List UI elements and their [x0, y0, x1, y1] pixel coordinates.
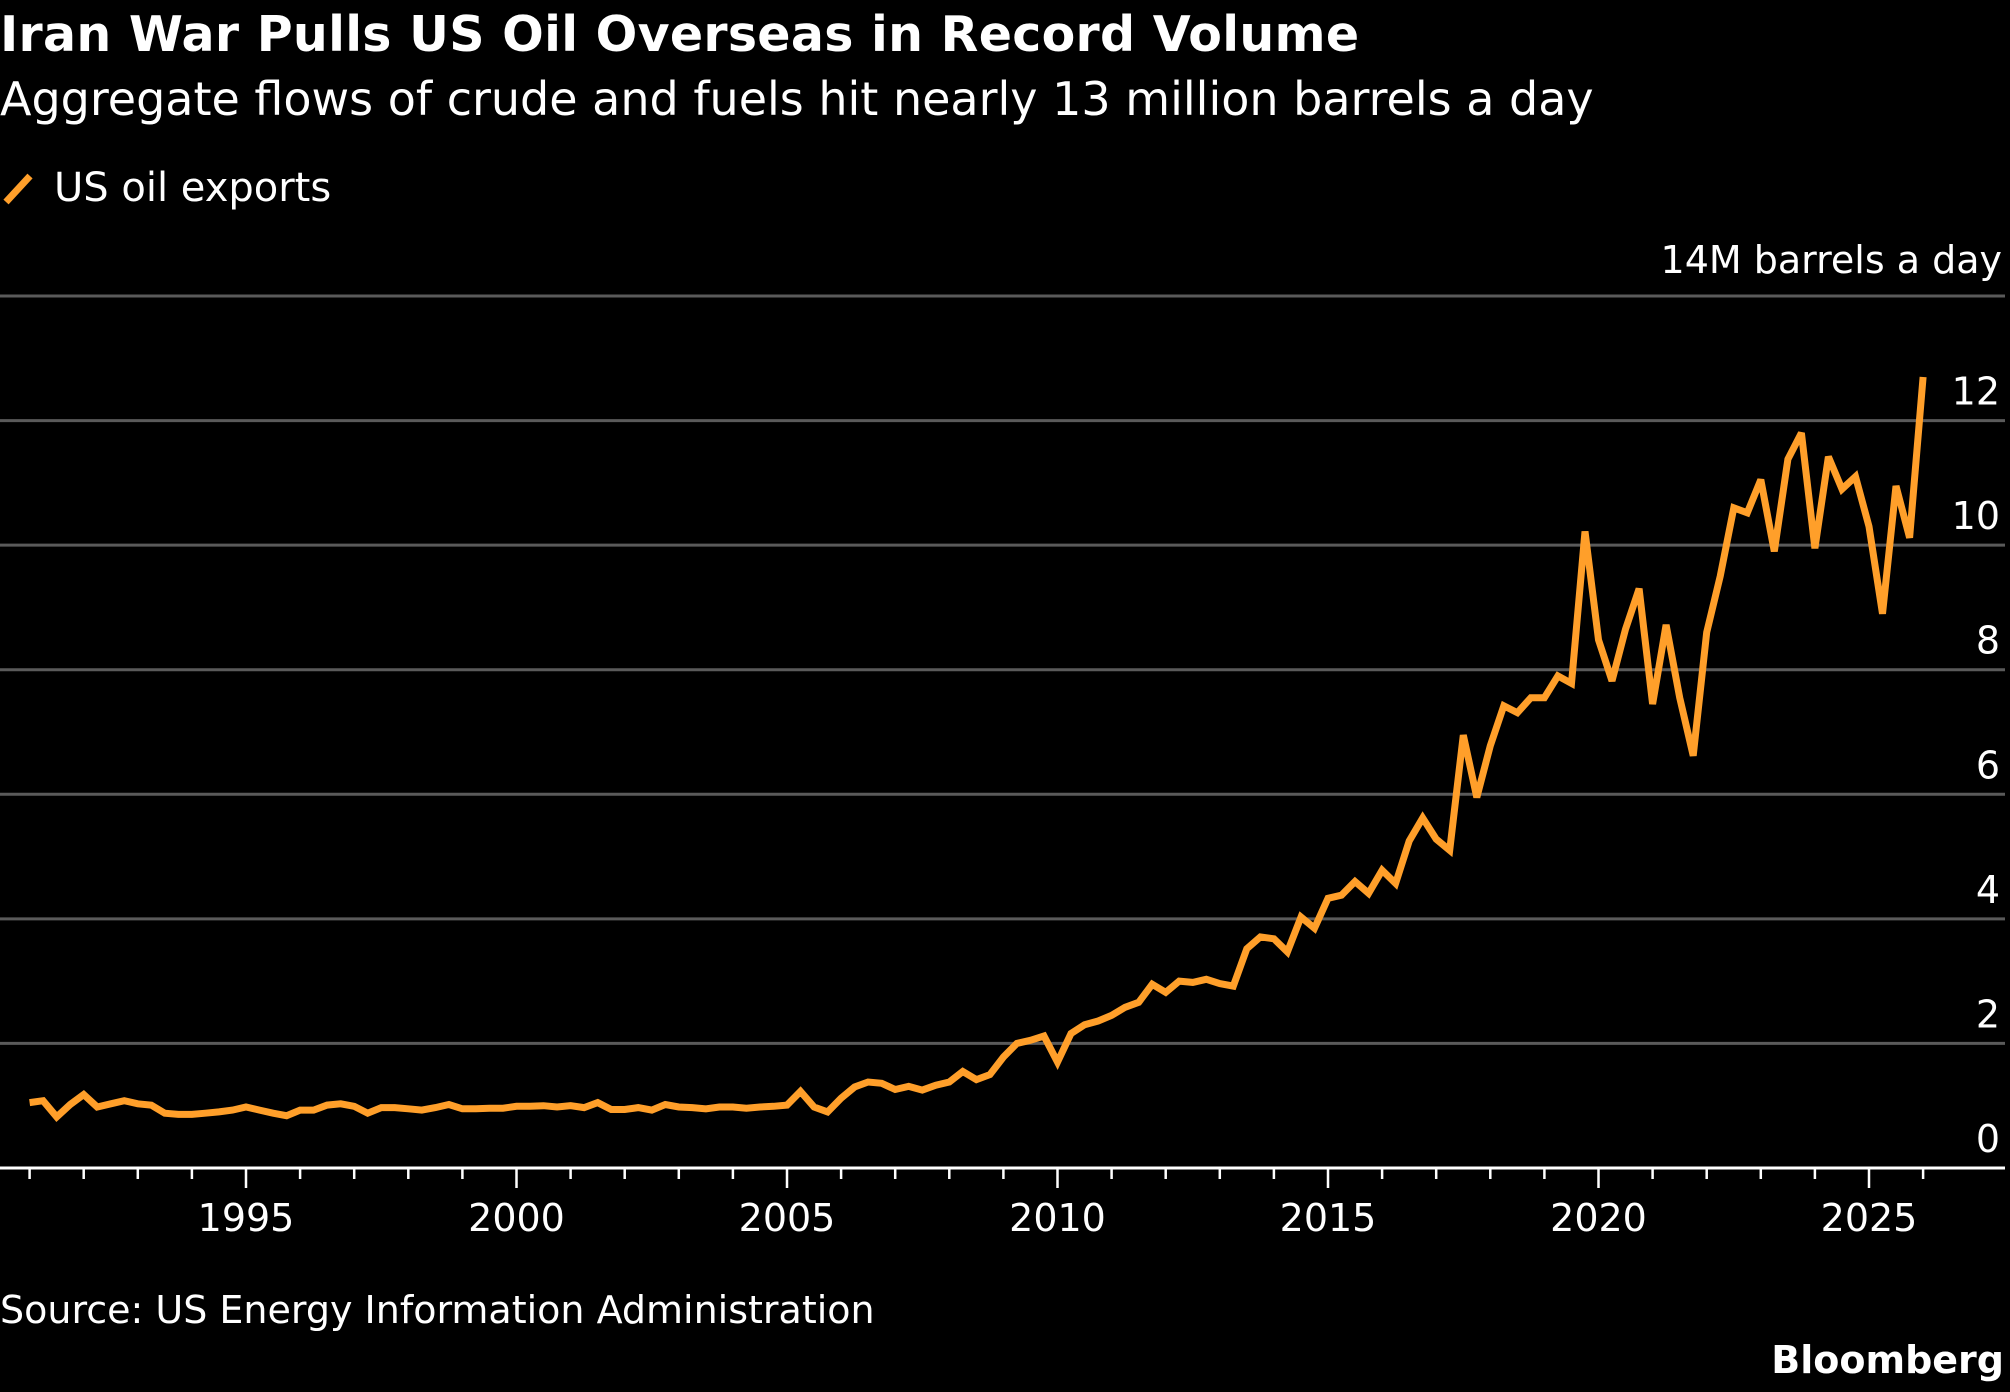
bloomberg-logo: Bloomberg	[1771, 1338, 2004, 1382]
legend-swatch-line	[3, 173, 33, 205]
chart-title: Iran War Pulls US Oil Overseas in Record…	[0, 6, 1360, 63]
y-tick-label-8: 8	[1976, 619, 2000, 663]
diagonal-line-icon	[3, 173, 33, 205]
y-axis-tick-labels: 0 2 4 6 8 10 12	[1952, 370, 2000, 1161]
y-tick-label-10: 10	[1952, 494, 2000, 538]
series-line-us-oil-exports	[29, 376, 1927, 1122]
series-layer	[29, 376, 1927, 1122]
y-axis-unit-label: 14M barrels a day	[1660, 238, 2002, 282]
x-tick-label-2025: 2025	[1821, 1196, 1918, 1240]
x-tick-label-2015: 2015	[1280, 1196, 1377, 1240]
legend-label: US oil exports	[54, 165, 332, 211]
x-tick-label-2020: 2020	[1550, 1196, 1647, 1240]
x-tick-label-2005: 2005	[739, 1196, 836, 1240]
source-note: Source: US Energy Information Administra…	[0, 1288, 875, 1332]
y-tick-label-4: 4	[1976, 868, 2000, 912]
legend: US oil exports	[0, 165, 331, 211]
chart-subtitle: Aggregate flows of crude and fuels hit n…	[0, 72, 1594, 126]
x-tick-label-2010: 2010	[1009, 1196, 1106, 1240]
y-tick-label-2: 2	[1976, 992, 2000, 1036]
y-tick-label-12: 12	[1952, 370, 2000, 414]
y-tick-label-0: 0	[1976, 1117, 2000, 1161]
y-tick-label-6: 6	[1976, 743, 2000, 787]
x-axis: 1995 2000 2005 2010 2015 2020 2025	[0, 1166, 2005, 1240]
gridlines	[0, 294, 2005, 1045]
x-tick-label-1995: 1995	[198, 1196, 295, 1240]
x-tick-label-2000: 2000	[468, 1196, 565, 1240]
